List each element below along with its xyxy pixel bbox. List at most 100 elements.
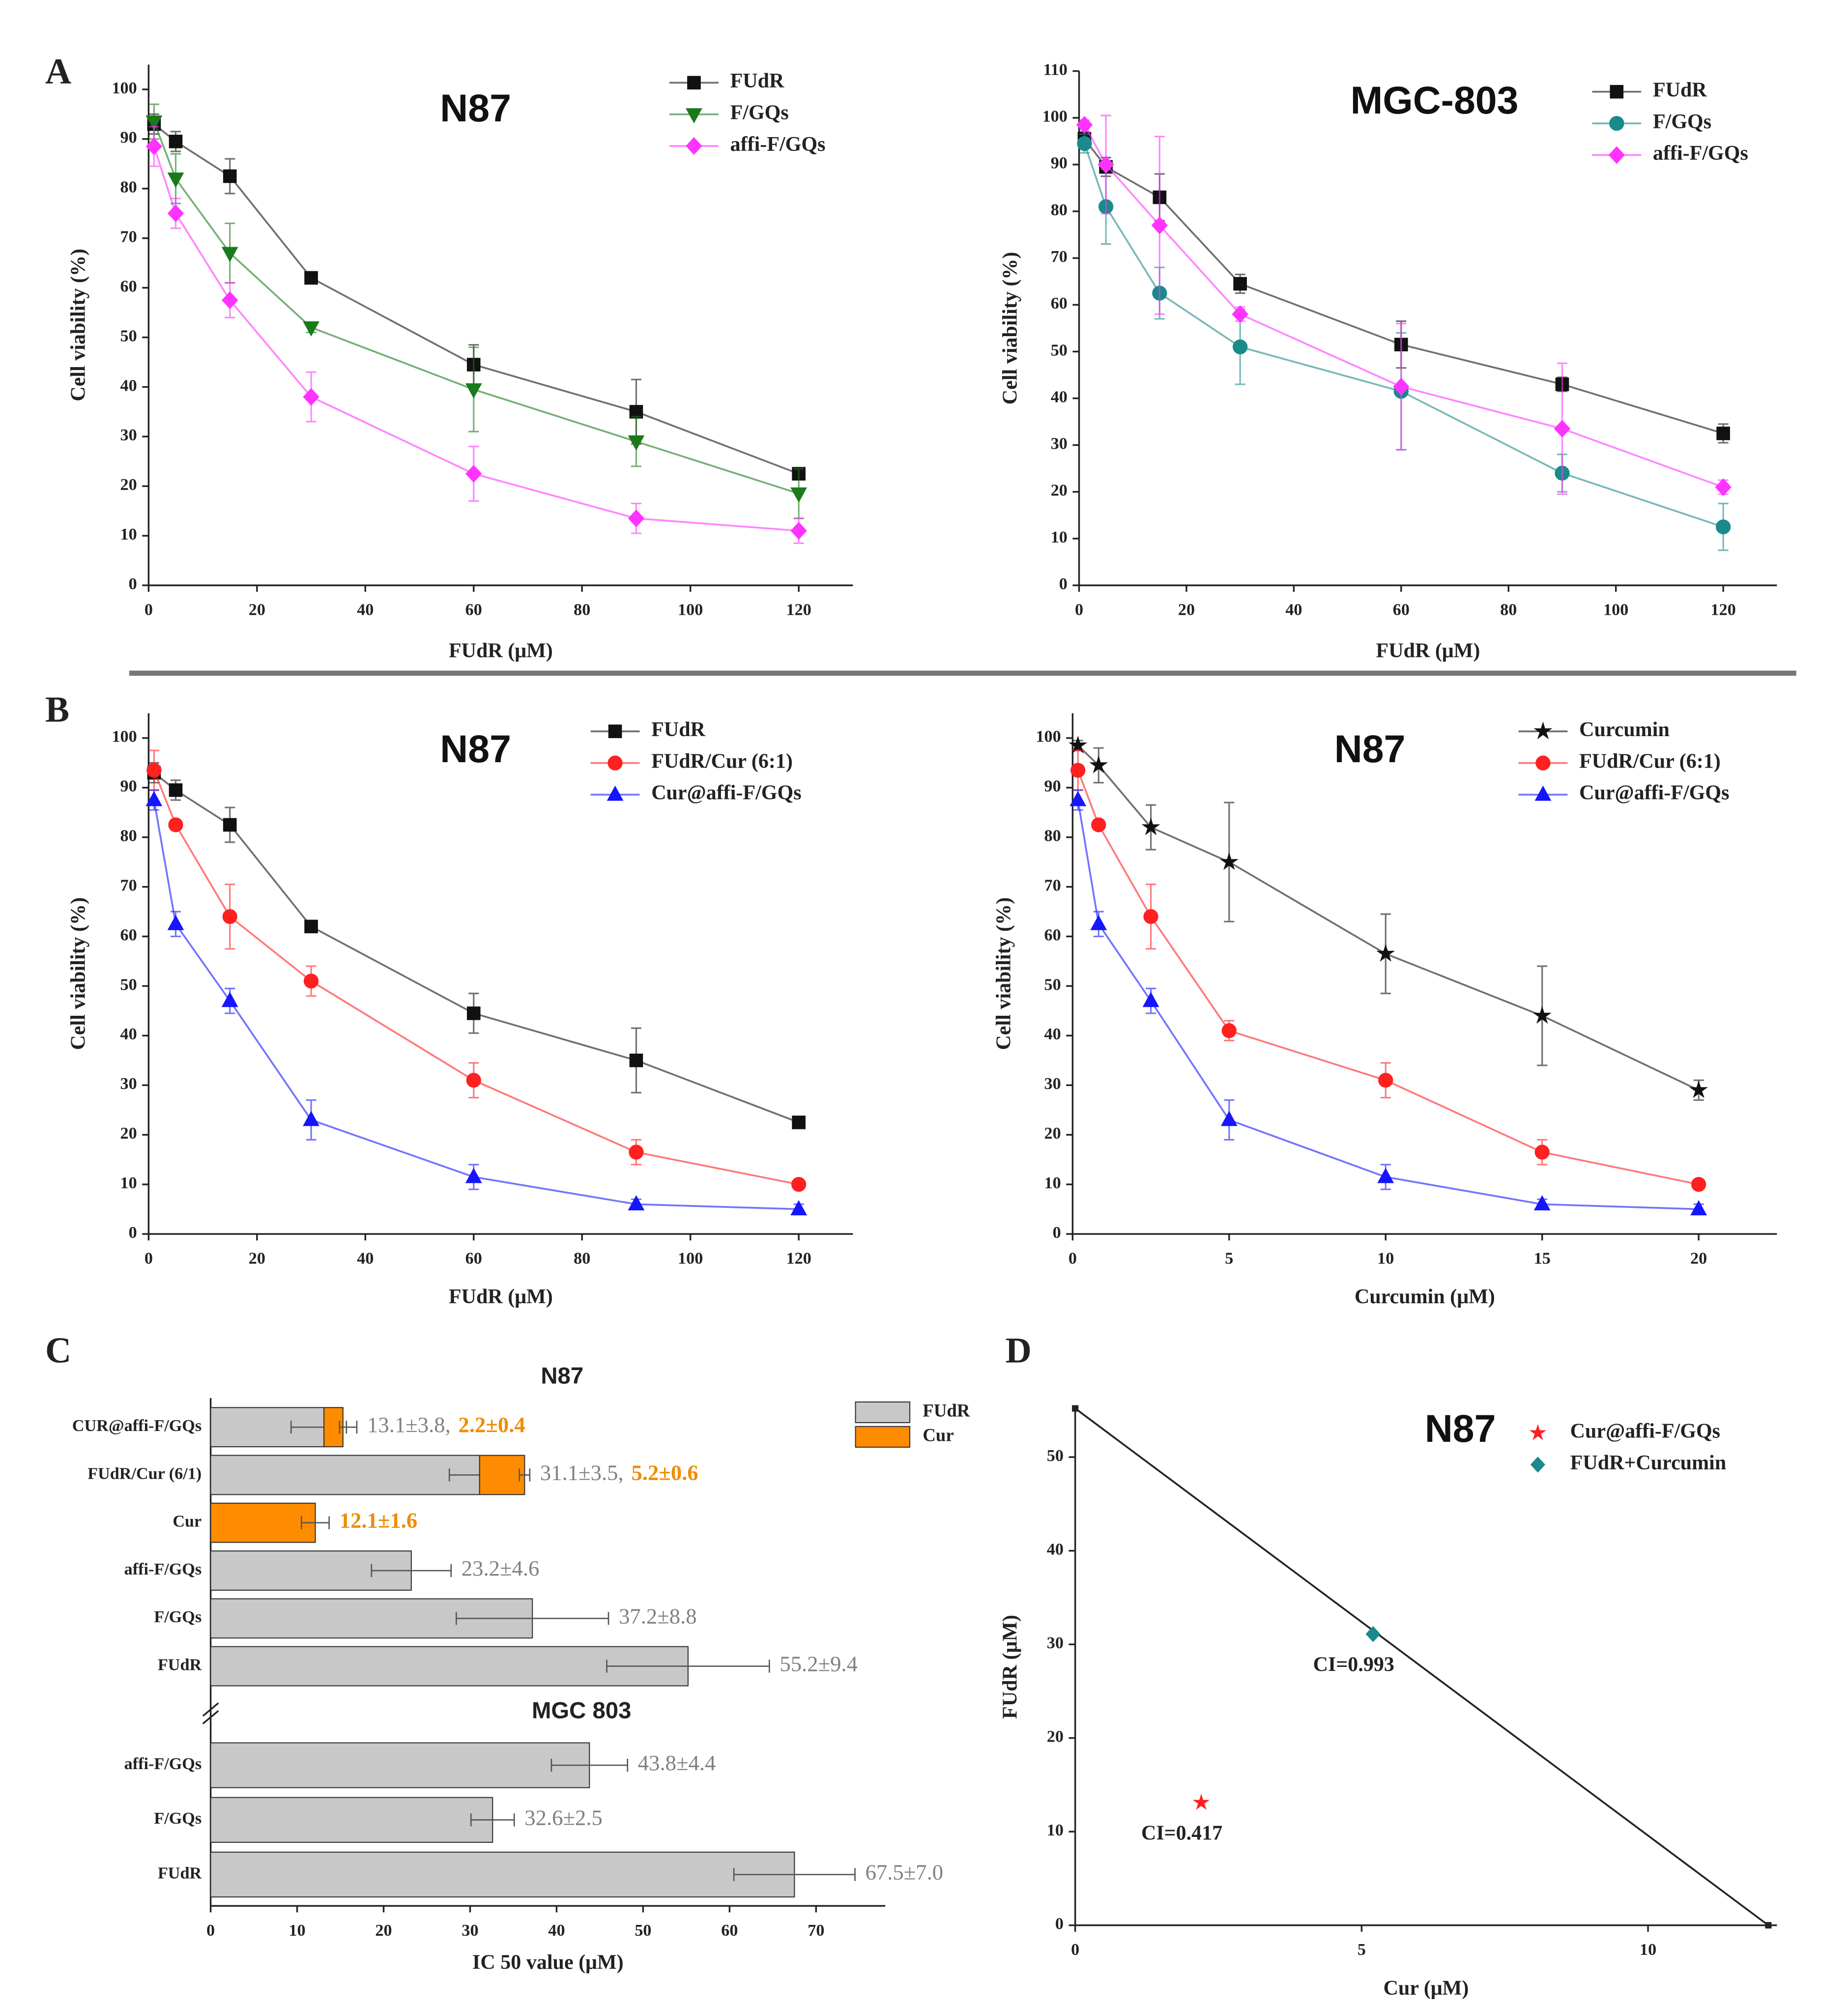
y-tick-label: 90	[120, 129, 137, 147]
marker	[222, 291, 238, 309]
bar	[479, 1455, 525, 1495]
x-tick-label: 5	[1357, 1941, 1366, 1959]
marker	[466, 1073, 481, 1088]
legend-marker	[686, 137, 702, 155]
category-label: CUR@affi-F/GQs	[72, 1417, 202, 1435]
legend-label: Cur@affi-F/GQs	[651, 782, 801, 804]
x-axis-label: FUdR (μM)	[449, 1286, 553, 1308]
marker	[1142, 992, 1159, 1007]
group-title: N87	[541, 1363, 583, 1389]
isobole-line	[1074, 1407, 1769, 1926]
marker	[465, 464, 482, 483]
chart-title: N87	[1334, 727, 1406, 771]
y-tick-label: 0	[129, 1224, 137, 1242]
marker	[1192, 1793, 1210, 1810]
y-tick-label: 100	[1036, 728, 1061, 746]
x-tick-label: 40	[357, 601, 374, 619]
value-label: 12.1±1.6	[340, 1508, 418, 1533]
category-label: F/GQs	[154, 1809, 202, 1828]
bar	[210, 1455, 480, 1495]
y-tick-label: 90	[120, 777, 137, 796]
legend-label: FUdR+Curcumin	[1570, 1452, 1727, 1474]
y-tick-label: 100	[112, 79, 137, 97]
y-tick-label: 90	[1044, 777, 1061, 796]
marker	[1089, 755, 1108, 773]
x-tick-label: 60	[465, 1249, 482, 1267]
marker	[466, 1006, 481, 1020]
legend-marker	[1534, 785, 1552, 801]
marker	[1690, 1200, 1707, 1216]
marker	[628, 1195, 645, 1210]
x-tick-label: 0	[1075, 601, 1083, 619]
y-tick-label: 0	[129, 575, 137, 593]
error-bar	[470, 1813, 515, 1827]
legend-marker	[1530, 1457, 1546, 1473]
marker	[145, 115, 163, 131]
value-label-part: 43.8±4.4	[638, 1750, 716, 1775]
y-tick-label: 10	[1047, 1821, 1064, 1839]
y-tick-label: 60	[1051, 294, 1068, 313]
x-tick-label: 10	[1377, 1249, 1394, 1267]
marker	[1532, 1006, 1552, 1024]
y-tick-label: 10	[120, 525, 137, 544]
y-tick-label: 50	[120, 975, 137, 994]
marker	[1076, 115, 1093, 134]
marker	[1716, 427, 1730, 440]
value-label-part: 2.2±0.4	[459, 1412, 525, 1437]
x-tick-label: 80	[1500, 601, 1517, 619]
x-tick-label: 60	[465, 601, 482, 619]
x-tick-label: 60	[1393, 601, 1410, 619]
legend-label: Curcumin	[1579, 718, 1670, 741]
y-tick-label: 110	[1043, 60, 1067, 79]
y-tick-label: 50	[1047, 1447, 1064, 1465]
error-bar	[456, 1612, 609, 1625]
x-tick-label: 0	[1071, 1941, 1079, 1959]
x-tick-label: 100	[678, 601, 703, 619]
y-tick-label: 20	[1047, 1728, 1064, 1746]
y-tick-label: 100	[112, 728, 137, 746]
bar	[210, 1742, 590, 1788]
marker	[628, 435, 645, 451]
marker	[629, 1145, 644, 1160]
value-label: 32.6±2.5	[524, 1805, 603, 1830]
y-tick-label: 20	[120, 476, 137, 494]
y-tick-label: 30	[1044, 1075, 1061, 1093]
y-tick-label: 100	[1042, 108, 1068, 126]
point-label: CI=0.993	[1313, 1654, 1394, 1676]
y-tick-label: 30	[120, 1075, 137, 1093]
x-tick-label: 0	[206, 1921, 215, 1940]
y-tick-label: 70	[1044, 876, 1061, 894]
y-tick-label: 60	[1044, 926, 1061, 944]
isobole-point	[1072, 1405, 1079, 1412]
value-label-part: 5.2±0.6	[631, 1461, 698, 1485]
y-axis-label: Cell viability (%)	[67, 897, 90, 1050]
legend-label: Cur	[923, 1425, 953, 1445]
legend-marker	[1609, 115, 1624, 131]
legend-label: F/GQs	[1653, 111, 1711, 133]
y-tick-label: 20	[120, 1124, 137, 1143]
marker	[792, 1116, 806, 1129]
y-tick-label: 30	[120, 426, 137, 444]
group-title: MGC 803	[532, 1697, 631, 1723]
value-label: 67.5±7.0	[866, 1860, 944, 1885]
y-tick-label: 60	[120, 926, 137, 944]
marker	[221, 247, 238, 262]
y-tick-label: 10	[120, 1174, 137, 1192]
marker	[1533, 1195, 1551, 1210]
value-label-part: 12.1±1.6	[340, 1508, 418, 1533]
legend-label: FUdR	[651, 718, 705, 741]
marker	[465, 1168, 482, 1183]
value-label: 37.2±8.8	[619, 1604, 697, 1629]
panel-label: A	[45, 51, 71, 91]
legend-marker	[687, 76, 701, 90]
legend-marker	[686, 108, 702, 124]
error-bar	[733, 1868, 856, 1881]
y-tick-label: 80	[120, 827, 137, 845]
marker	[1143, 909, 1158, 924]
marker	[1077, 136, 1092, 151]
y-tick-label: 50	[1044, 975, 1061, 994]
y-tick-label: 20	[1051, 482, 1068, 500]
y-tick-label: 80	[1044, 827, 1061, 845]
y-axis-label: FUdR (μM)	[999, 1615, 1021, 1719]
x-axis-label: Curcumin (μM)	[1355, 1286, 1495, 1308]
